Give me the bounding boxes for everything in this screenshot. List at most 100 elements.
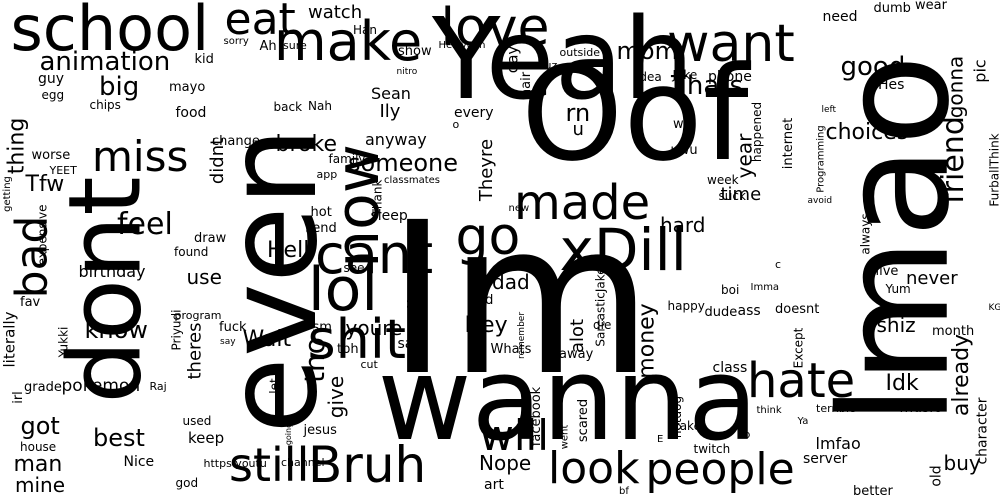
word: never xyxy=(906,268,958,289)
word: live xyxy=(875,263,899,279)
word: happy xyxy=(667,299,705,313)
word: Whats xyxy=(490,341,532,357)
word: buy xyxy=(943,451,981,475)
word: xDill xyxy=(559,216,687,284)
word: go xyxy=(455,207,521,267)
word: let xyxy=(267,378,282,394)
word: grade xyxy=(24,379,62,395)
word: irl xyxy=(10,390,26,404)
word: Nope xyxy=(479,451,532,475)
word: Except xyxy=(790,327,805,369)
word: anyway xyxy=(365,130,427,149)
word: rn xyxy=(565,99,591,127)
word: bf xyxy=(619,486,629,497)
word: class xyxy=(712,360,748,376)
word: know xyxy=(84,316,148,344)
word: die xyxy=(593,318,612,332)
word: sorry xyxy=(223,36,249,47)
word: tbh xyxy=(337,341,359,357)
word: house xyxy=(20,440,57,454)
word: sleep xyxy=(370,208,408,224)
word: god xyxy=(175,476,199,490)
word: Jake xyxy=(672,68,698,82)
word: christian xyxy=(887,359,939,373)
word: Wait xyxy=(242,327,292,352)
word: theres xyxy=(184,322,205,380)
word: see xyxy=(343,261,365,275)
word: youre xyxy=(345,316,403,340)
word: happened xyxy=(750,101,765,163)
word: say xyxy=(220,336,236,347)
word: wear xyxy=(915,0,947,13)
word: Yum xyxy=(885,282,911,296)
word: fuck xyxy=(219,319,247,335)
word: egg xyxy=(41,88,65,102)
word: twitch xyxy=(693,442,731,456)
word: love xyxy=(440,0,550,58)
word: Hes xyxy=(878,77,905,93)
word: SarcasticJake xyxy=(593,267,608,347)
word: outside xyxy=(559,45,601,59)
word: cut xyxy=(360,357,378,371)
word: mayo xyxy=(169,79,206,95)
word: o xyxy=(452,117,460,131)
word: got xyxy=(20,412,60,440)
word: went xyxy=(558,424,570,450)
word: expensive xyxy=(34,204,49,266)
word: day xyxy=(503,45,522,73)
word: literally xyxy=(0,310,19,368)
word: FurballThink xyxy=(987,133,1000,207)
word: give xyxy=(324,375,349,419)
word: used xyxy=(182,414,212,428)
word: miss xyxy=(92,132,189,181)
word: Thats xyxy=(671,71,744,101)
word: program xyxy=(174,308,222,322)
word: gonna xyxy=(942,55,967,119)
word: worse xyxy=(31,147,71,163)
word: good xyxy=(840,52,906,82)
word: Nah xyxy=(308,99,332,113)
word: wanna xyxy=(377,332,759,467)
word: watch xyxy=(308,2,363,23)
word: ass xyxy=(737,303,761,319)
word: Hell yeah xyxy=(438,40,486,51)
word: music xyxy=(899,400,941,416)
word: uwu xyxy=(670,142,698,158)
word: Hell xyxy=(267,238,310,263)
word: send xyxy=(305,220,337,236)
word: facebook xyxy=(528,386,544,446)
word: week xyxy=(707,173,739,187)
word: avoid xyxy=(807,195,833,206)
word: sm xyxy=(312,319,332,335)
word: sure xyxy=(283,38,307,52)
word: Imma xyxy=(750,282,780,293)
word: hair xyxy=(518,71,534,97)
word: hard xyxy=(660,213,706,237)
word: internet xyxy=(780,117,796,169)
word: Yeah xyxy=(432,0,695,125)
word: people xyxy=(645,444,795,495)
word: Tfw xyxy=(25,172,65,197)
word: saw xyxy=(397,336,425,352)
word: idea xyxy=(636,70,662,84)
word: time xyxy=(720,184,762,205)
word: left xyxy=(821,104,837,115)
word: choices xyxy=(825,120,909,145)
word: lol xyxy=(308,255,379,325)
word: chips xyxy=(89,98,121,112)
word: Ily xyxy=(379,101,401,122)
word: Programming xyxy=(815,125,827,193)
word: always xyxy=(858,213,873,255)
word: mom xyxy=(616,37,678,65)
word: fav xyxy=(20,294,41,310)
word: classmates xyxy=(384,175,440,186)
word: cuz xyxy=(538,58,558,72)
word: kid xyxy=(194,51,214,67)
word: yall xyxy=(403,298,428,334)
word: make xyxy=(274,10,423,73)
word: terrible xyxy=(816,401,856,415)
word: mine xyxy=(15,473,66,497)
word: guy xyxy=(38,71,65,87)
word: dumb xyxy=(873,0,911,16)
word: friend xyxy=(935,116,971,204)
